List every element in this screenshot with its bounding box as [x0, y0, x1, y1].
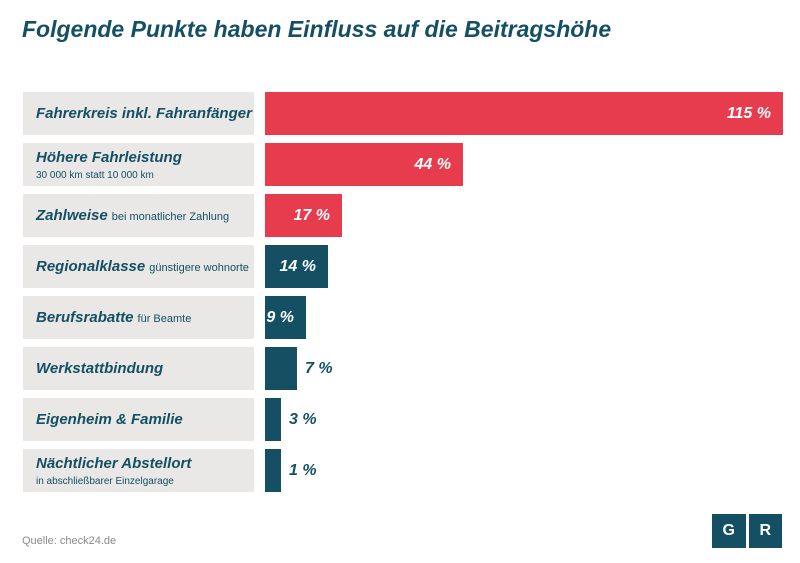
chart-row: Nächtlicher Abstellort in abschließbarer … — [0, 449, 800, 492]
logo-letter-r: R — [748, 514, 782, 548]
category-label: Fahrerkreis inkl. Fahranfänger — [36, 104, 252, 122]
category-label: Regionalklasse — [36, 257, 146, 275]
value-label: 14 % — [279, 258, 316, 275]
category-label-box: Werkstattbindung — [23, 347, 254, 390]
bar — [265, 296, 306, 339]
category-sublabel: günstigere wohnorte — [149, 261, 249, 274]
bar — [265, 449, 281, 492]
category-label-box: Regionalklasse günstigere wohnorte — [23, 245, 254, 288]
category-label-box: Zahlweise bei monatlicher Zahlung — [23, 194, 254, 237]
category-sublabel: 30 000 km statt 10 000 km — [36, 169, 154, 181]
bar — [265, 398, 281, 441]
category-label-box: Eigenheim & Familie — [23, 398, 254, 441]
chart-row: Höhere Fahrleistung 30 000 km statt 10 00… — [0, 143, 800, 186]
category-label-line: Höhere Fahrleistung — [36, 149, 254, 167]
value-label: 9 % — [266, 309, 294, 326]
chart-row: Eigenheim & Familie 3 % — [0, 398, 800, 441]
chart-title: Folgende Punkte haben Einfluss auf die B… — [22, 16, 612, 42]
category-sublabel: für Beamte — [137, 312, 192, 325]
category-label-box: Berufsrabatte für Beamte — [23, 296, 254, 339]
chart-row: Werkstattbindung 7 % — [0, 347, 800, 390]
category-label-line: Eigenheim & Familie — [36, 411, 254, 429]
bar — [265, 245, 328, 288]
value-label: 1 % — [289, 462, 317, 479]
category-sublabel: bei monatlicher Zahlung — [111, 210, 230, 223]
chart-row: Fahrerkreis inkl. Fahranfänger 115 % — [0, 92, 800, 135]
chart-row: Regionalklasse günstigere wohnorte 14 % — [0, 245, 800, 288]
category-label: Höhere Fahrleistung — [36, 148, 182, 166]
category-label-line: Fahrerkreis inkl. Fahranfänger — [36, 105, 254, 123]
bar — [265, 92, 783, 135]
logo-letter-g: G — [712, 514, 746, 548]
value-label: 17 % — [293, 207, 330, 224]
chart-row: Zahlweise bei monatlicher Zahlung 17 % — [0, 194, 800, 237]
bar — [265, 194, 342, 237]
value-label: 115 % — [726, 105, 771, 122]
source-note: Quelle: check24.de — [22, 535, 117, 547]
category-label-box: Fahrerkreis inkl. Fahranfänger — [23, 92, 254, 135]
category-label: Werkstattbindung — [36, 359, 164, 377]
category-label: Nächtlicher Abstellort — [36, 454, 192, 472]
category-label: Berufsrabatte — [36, 308, 134, 326]
value-label: 7 % — [305, 360, 333, 377]
bar — [265, 143, 463, 186]
category-label-line: Zahlweise bei monatlicher Zahlung — [36, 207, 254, 225]
category-sublabel: in abschließbarer Einzelgarage — [36, 475, 174, 487]
category-label-line: Berufsrabatte für Beamte — [36, 309, 254, 327]
category-label: Eigenheim & Familie — [36, 410, 183, 428]
value-label: 44 % — [414, 156, 451, 173]
category-label-box: Nächtlicher Abstellort in abschließbarer … — [23, 449, 254, 492]
gr-logo: G R — [712, 514, 782, 548]
category-label-line: Werkstattbindung — [36, 360, 254, 378]
category-label: Zahlweise — [36, 206, 108, 224]
category-label-line: Regionalklasse günstigere wohnorte — [36, 258, 254, 276]
category-label-box: Höhere Fahrleistung 30 000 km statt 10 00… — [23, 143, 254, 186]
value-label: 3 % — [289, 411, 317, 428]
chart-row: Berufsrabatte für Beamte 9 % — [0, 296, 800, 339]
category-label-line: Nächtlicher Abstellort — [36, 455, 254, 473]
bar — [265, 347, 297, 390]
